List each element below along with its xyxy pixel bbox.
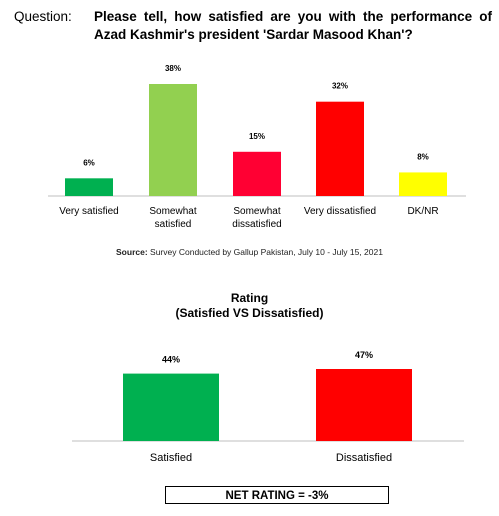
chart2-category-label-1-0: Dissatisfied [336,452,392,464]
chart1-category-label-4-0: DK/NR [407,206,438,217]
chart1-bar-2 [233,151,281,196]
chart1-category-label-2-0: Somewhat [233,206,280,217]
question-text: Please tell, how satisfied are you with … [94,9,492,42]
chart1-category-label-3-0: Very dissatisfied [304,206,376,217]
rating-bar-chart: 44% Satisfied 47% Dissatisfied [72,350,464,464]
net-rating-box: NET RATING = -3% [165,486,389,504]
rating-title: Rating (Satisfied VS Dissatisfied) [0,291,499,321]
source-note: Source: Survey Conducted by Gallup Pakis… [0,247,499,257]
chart1-category-label-2-1: dissatisfied [232,219,281,230]
chart1-bar-0 [65,178,113,196]
chart1-data-label-2: 15% [249,132,265,141]
satisfaction-bar-chart: 6% Very satisfied 38% Somewhat satisfied 15% S… [48,64,466,230]
source-prefix: Source: [116,247,148,257]
chart1-data-label-1: 38% [165,64,181,73]
chart2-bar-0 [123,373,219,441]
chart2-data-label-1: 47% [355,350,373,360]
chart1-data-label-0: 6% [83,158,95,167]
chart1-data-label-4: 8% [417,152,429,161]
chart2-category-label-0-0: Satisfied [150,452,192,464]
chart1-category-label-1-0: Somewhat [149,206,196,217]
rating-title-line1: Rating [230,291,269,305]
rating-title-line2: (Satisfied VS Dissatisfied) [175,306,324,320]
chart1-bar-4 [399,172,447,196]
chart1-data-label-3: 32% [332,82,348,91]
chart2-data-label-0: 44% [162,355,180,365]
chart1-bar-1 [149,84,197,196]
chart2-bar-1 [316,369,412,441]
question-label: Question: [14,9,72,24]
chart1-category-label-0-0: Very satisfied [59,206,118,217]
source-text: Survey Conducted by Gallup Pakistan, Jul… [147,247,383,257]
chart1-bar-3 [316,101,364,196]
chart1-category-label-1-1: satisfied [155,219,192,230]
